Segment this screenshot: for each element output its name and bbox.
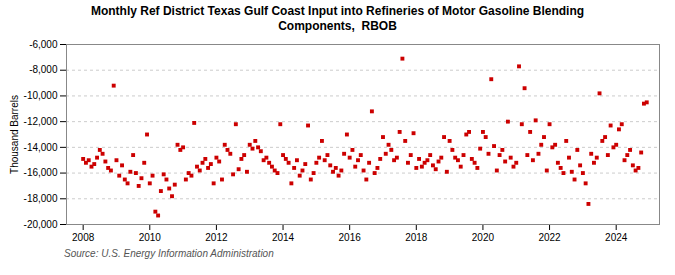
svg-text:-6,000: -6,000: [29, 39, 58, 50]
svg-text:-12,000: -12,000: [24, 116, 58, 127]
svg-text:2012: 2012: [205, 232, 228, 243]
svg-text:Thousand Barrels: Thousand Barrels: [9, 95, 20, 174]
svg-text:2018: 2018: [405, 232, 428, 243]
svg-text:2008: 2008: [72, 232, 95, 243]
svg-text:-10,000: -10,000: [24, 90, 58, 101]
svg-text:2016: 2016: [339, 232, 362, 243]
svg-text:2024: 2024: [605, 232, 628, 243]
svg-text:2010: 2010: [139, 232, 162, 243]
svg-text:-16,000: -16,000: [24, 167, 58, 178]
html-text:Monthly Ref District Texas Gul: Monthly Ref District Texas Gulf Coast In…: [90, 4, 585, 33]
svg-text:2022: 2022: [538, 232, 561, 243]
svg-text:2014: 2014: [272, 232, 295, 243]
svg-text:-18,000: -18,000: [24, 193, 58, 204]
svg-text:2020: 2020: [472, 232, 495, 243]
svg-text:-20,000: -20,000: [24, 219, 58, 230]
svg-text:-8,000: -8,000: [29, 64, 58, 75]
html-text:Source: U.S. Energy Informatio: Source: U.S. Energy Information Administ…: [64, 248, 274, 259]
svg-text:-14,000: -14,000: [24, 142, 58, 153]
